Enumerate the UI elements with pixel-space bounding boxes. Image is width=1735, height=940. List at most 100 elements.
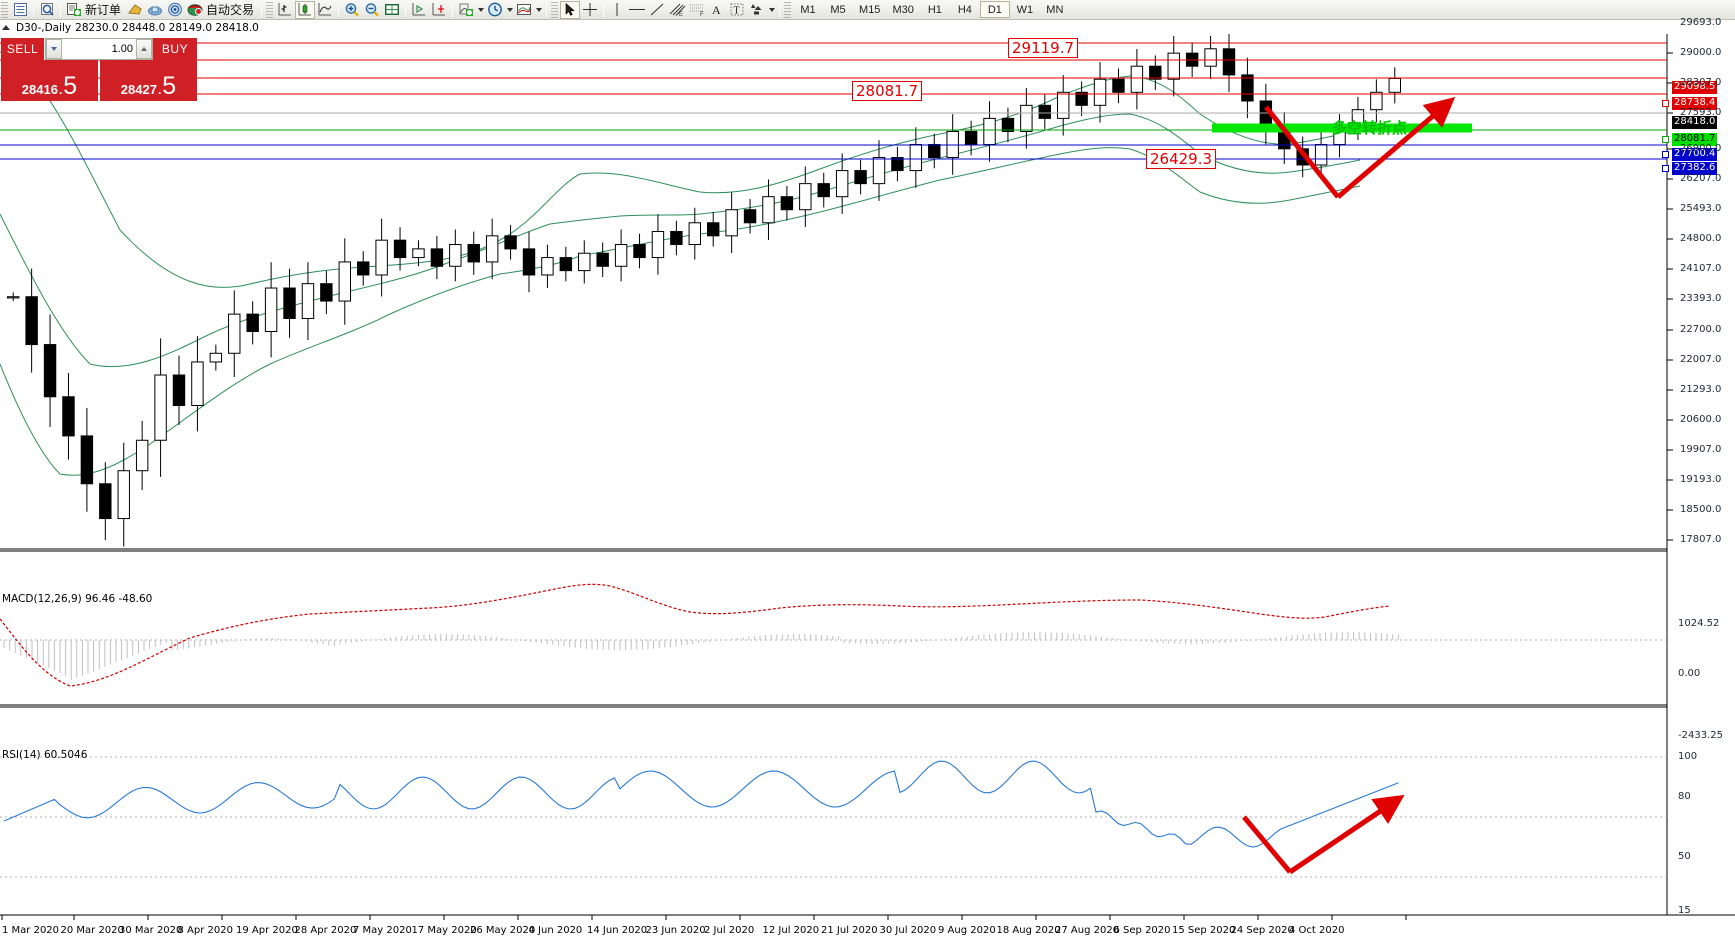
price-axis-ticks bbox=[1667, 52, 1673, 541]
crosshair-icon[interactable] bbox=[580, 1, 600, 19]
timeframe-h1[interactable]: H1 bbox=[927, 3, 942, 16]
candle-body bbox=[688, 222, 701, 246]
price-tag[interactable]: 29098.5 bbox=[1672, 81, 1718, 94]
price-level-handle[interactable] bbox=[1662, 136, 1669, 143]
bar-chart-icon[interactable] bbox=[125, 1, 145, 19]
toolbar-sep-9 bbox=[779, 2, 781, 17]
new-order-icon[interactable] bbox=[64, 1, 84, 19]
timeframe-d1[interactable]: D1 bbox=[979, 1, 1010, 18]
buy-button[interactable]: BUY bbox=[153, 38, 197, 60]
magnifier-chart-icon[interactable] bbox=[37, 1, 57, 19]
annotation-chinese-note[interactable]: 多空转折点 bbox=[1332, 119, 1408, 137]
template-dropdown-arrow-icon[interactable] bbox=[534, 1, 543, 19]
candle-body bbox=[1167, 52, 1180, 80]
one-click-trade-panel[interactable]: SELL 1.00 BUY 28416 . 5 28427 . 5 bbox=[1, 38, 197, 101]
volume-value[interactable]: 1.00 bbox=[111, 43, 133, 55]
auto-trading-label[interactable]: 自动交易 bbox=[206, 3, 255, 17]
shift-icon[interactable] bbox=[409, 1, 429, 19]
bars-icon[interactable] bbox=[275, 1, 295, 19]
vline-icon[interactable] bbox=[607, 1, 627, 19]
candle-body bbox=[743, 209, 757, 224]
price-level-handle[interactable] bbox=[1662, 151, 1669, 158]
price-tag[interactable]: 27382.6 bbox=[1672, 162, 1718, 175]
label-icon[interactable]: T bbox=[727, 1, 747, 19]
add-indicator-icon[interactable] bbox=[456, 1, 476, 19]
chart-expand-icon[interactable] bbox=[2, 25, 10, 30]
price-tag[interactable]: 28738.4 bbox=[1672, 97, 1718, 110]
signal-icon[interactable] bbox=[165, 1, 185, 19]
zoom-in-icon[interactable] bbox=[342, 1, 362, 19]
shapes-dropdown-arrow-icon[interactable] bbox=[767, 1, 776, 19]
timeframe-m1[interactable]: M1 bbox=[800, 3, 816, 16]
toolbar-grip-4[interactable] bbox=[784, 1, 792, 18]
fibo-icon[interactable]: F bbox=[687, 1, 707, 19]
cloud-icon[interactable] bbox=[145, 1, 165, 19]
toolbar-grip-2[interactable] bbox=[266, 1, 274, 18]
timeframe-w1[interactable]: W1 bbox=[1016, 3, 1034, 16]
main-toolbar: 新订单 自动交易 bbox=[0, 0, 1735, 20]
volume-increase-button[interactable] bbox=[136, 39, 152, 59]
timeframe-m5[interactable]: M5 bbox=[830, 3, 846, 16]
date-tick-label: 26 May 2020 bbox=[470, 925, 536, 936]
candle-body bbox=[651, 230, 665, 259]
annotation-high-price[interactable]: 29119.7 bbox=[1008, 38, 1079, 58]
svg-text:T: T bbox=[734, 6, 740, 17]
volume-stepper[interactable]: 1.00 bbox=[45, 38, 153, 60]
volume-decrease-button[interactable] bbox=[46, 39, 62, 59]
indicator-dropdown-arrow-icon[interactable] bbox=[476, 1, 485, 19]
chart-area[interactable] bbox=[0, 34, 1735, 940]
line-chart-icon[interactable] bbox=[315, 1, 335, 19]
price-tag[interactable]: 28081.7 bbox=[1672, 133, 1718, 146]
candle-body bbox=[338, 261, 352, 302]
period-dropdown-arrow-icon[interactable] bbox=[505, 1, 514, 19]
price-level-handle[interactable] bbox=[1662, 165, 1669, 172]
rsi-trend-arrow[interactable] bbox=[1242, 794, 1405, 875]
toolbar-sep-8 bbox=[603, 2, 605, 17]
template-icon[interactable] bbox=[514, 1, 534, 19]
timeframe-h4[interactable]: H4 bbox=[957, 3, 972, 16]
grid-icon[interactable] bbox=[382, 1, 402, 19]
text-icon[interactable]: A bbox=[707, 1, 727, 19]
candle-body bbox=[135, 439, 149, 472]
candle-body bbox=[670, 230, 683, 246]
price-tag[interactable]: 28418.0 bbox=[1672, 116, 1718, 129]
candle-body bbox=[504, 235, 517, 250]
list-icon[interactable] bbox=[10, 1, 30, 19]
candle-body bbox=[209, 352, 223, 363]
cursor-icon[interactable] bbox=[560, 0, 581, 19]
trend-arrow-v[interactable] bbox=[1264, 97, 1456, 199]
new-order-label[interactable]: 新订单 bbox=[85, 3, 122, 17]
toolbar-grip-3[interactable] bbox=[551, 1, 559, 18]
annotation-low-price[interactable]: 26429.3 bbox=[1146, 149, 1217, 169]
autotrading-icon[interactable] bbox=[185, 1, 205, 19]
price-tag[interactable]: 27700.4 bbox=[1672, 148, 1718, 161]
toolbar-sep-2 bbox=[60, 2, 61, 17]
hline-icon[interactable] bbox=[627, 1, 647, 19]
equidistant-channel-icon[interactable]: E bbox=[667, 1, 687, 19]
toolbar-grip-1[interactable] bbox=[1, 1, 8, 18]
candles-icon[interactable] bbox=[295, 0, 316, 19]
date-tick-label: 8 Apr 2020 bbox=[177, 925, 233, 936]
date-tick-label: 27 Aug 2020 bbox=[1055, 925, 1120, 936]
autoscroll-icon[interactable] bbox=[429, 1, 449, 19]
timeframe-mn[interactable]: MN bbox=[1046, 3, 1064, 16]
price-level-handle[interactable] bbox=[1662, 100, 1669, 107]
price-tick-label: 26900.0 bbox=[1680, 143, 1722, 154]
annotation-mid-price[interactable]: 28081.7 bbox=[852, 81, 923, 101]
candlestick-series bbox=[7, 34, 1402, 547]
candle-body bbox=[62, 396, 75, 437]
shapes-icon[interactable] bbox=[747, 1, 767, 19]
buy-price-box[interactable]: 28427 . 5 bbox=[100, 60, 197, 101]
trendline-icon[interactable] bbox=[647, 1, 667, 19]
date-tick-label: 1 Mar 2020 bbox=[2, 925, 60, 936]
candle-body bbox=[375, 239, 388, 276]
timeframe-m30[interactable]: M30 bbox=[892, 3, 914, 16]
period-clock-icon[interactable] bbox=[485, 1, 505, 19]
sell-button[interactable]: SELL bbox=[1, 38, 45, 60]
timeframe-m15[interactable]: M15 bbox=[859, 3, 881, 16]
zoom-out-icon[interactable] bbox=[362, 1, 382, 19]
sell-price-box[interactable]: 28416 . 5 bbox=[1, 60, 98, 101]
candle-body bbox=[854, 170, 867, 185]
candle-body bbox=[485, 235, 499, 263]
chart-canvas[interactable] bbox=[0, 34, 1735, 940]
